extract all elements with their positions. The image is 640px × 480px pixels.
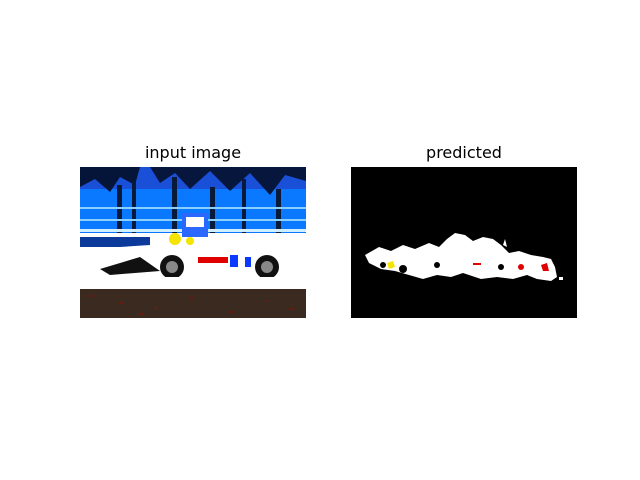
predicted-title: predicted [426, 143, 502, 162]
race-car-photo [80, 167, 306, 318]
predicted-mask-panel [351, 167, 577, 318]
input-image-title: input image [144, 143, 242, 162]
input-image-panel [80, 167, 306, 318]
segmentation-mask [351, 167, 577, 318]
